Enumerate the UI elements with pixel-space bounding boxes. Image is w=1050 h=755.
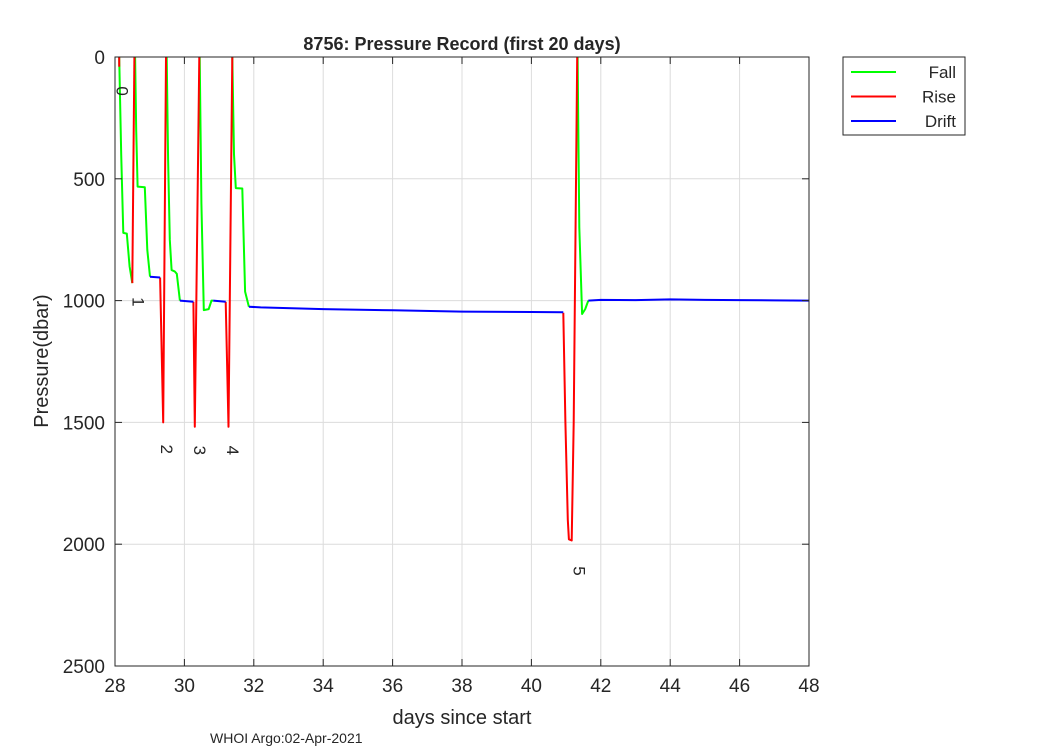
y-tick-label: 2000 [63, 535, 105, 556]
x-tick-label: 42 [590, 676, 611, 697]
series-rise-line [159, 56, 167, 424]
y-tick-label: 0 [94, 48, 105, 69]
y-axis-label: Pressure(dbar) [31, 294, 53, 427]
footer-text: WHOI Argo:02-Apr-2021 [210, 730, 363, 746]
x-tick-label: 28 [104, 676, 125, 697]
cycle-label: 2 [157, 444, 176, 453]
series-drift-line [588, 298, 810, 302]
series-lines [118, 56, 810, 542]
series-drift-line [149, 275, 161, 279]
cycle-label: 0 [113, 86, 132, 95]
x-tick-label: 48 [798, 676, 819, 697]
series-fall-line [231, 56, 250, 307]
legend-label-rise: Rise [922, 88, 956, 107]
legend-label-drift: Drift [925, 112, 956, 131]
series-fall-line [576, 56, 590, 315]
legend: Fall Rise Drift [842, 56, 966, 136]
series-drift-line [213, 299, 226, 303]
chart-title: 8756: Pressure Record (first 20 days) [303, 34, 620, 54]
x-tick-label: 38 [451, 676, 472, 697]
cycle-label: 3 [190, 446, 209, 455]
series-drift-line [179, 299, 194, 303]
cycle-label: 5 [570, 566, 589, 575]
y-tick-label: 1500 [63, 413, 105, 434]
x-tick-label: 32 [243, 676, 264, 697]
series-fall-line [198, 56, 214, 312]
x-tick-label: 40 [521, 676, 542, 697]
ticks: 28 30 32 34 36 38 40 42 44 46 48050010001500200025… [63, 48, 820, 697]
series-fall-line [134, 56, 151, 277]
x-tick-label: 46 [729, 676, 750, 697]
series-drift-line [248, 305, 564, 314]
series-fall-line [118, 56, 134, 284]
cycle-annotations: 0 1 2 3 4 5 [113, 86, 589, 575]
y-tick-label: 1000 [63, 292, 105, 313]
series-fall-line [165, 56, 181, 301]
cycle-label: 1 [128, 297, 147, 306]
series-rise-line [131, 56, 136, 284]
series-rise-line [562, 56, 579, 542]
x-tick-label: 34 [313, 676, 335, 697]
x-tick-label: 44 [660, 676, 682, 697]
series-rise-line [224, 56, 234, 428]
legend-label-fall: Fall [929, 63, 956, 82]
y-tick-label: 500 [73, 170, 105, 191]
x-tick-label: 36 [382, 676, 403, 697]
y-tick-label: 2500 [63, 657, 105, 678]
x-axis-label: days since start [393, 707, 532, 729]
cycle-label: 4 [223, 446, 242, 455]
series-rise-line [192, 56, 201, 428]
x-tick-label: 30 [174, 676, 195, 697]
